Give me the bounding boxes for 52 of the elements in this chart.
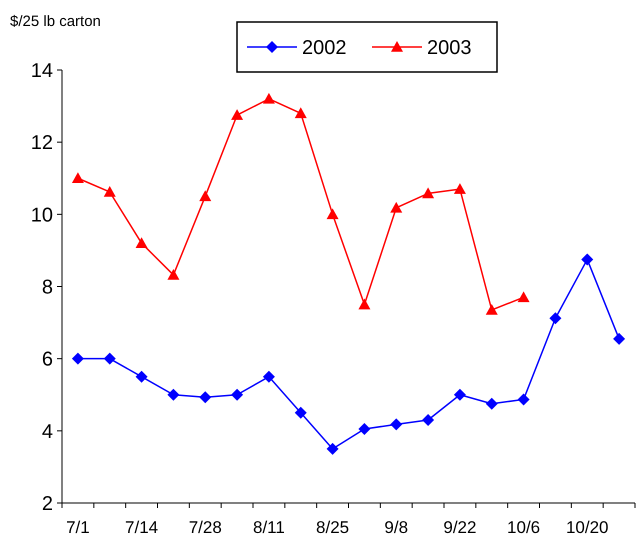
point	[454, 388, 466, 401]
y-tick-label: 10	[30, 204, 53, 226]
point	[231, 109, 244, 120]
point	[518, 291, 530, 302]
x-tick-label: 9/22	[443, 518, 476, 537]
point	[390, 418, 402, 430]
point	[262, 370, 275, 383]
point	[136, 237, 148, 248]
x-tick-label: 10/6	[507, 518, 540, 537]
point	[422, 187, 434, 198]
point	[199, 391, 212, 404]
point	[136, 370, 148, 383]
point	[231, 388, 244, 401]
point	[167, 388, 180, 401]
point	[390, 202, 402, 213]
point	[549, 312, 562, 324]
y-tick-label: 4	[42, 420, 53, 443]
x-tick-label: 8/25	[316, 518, 350, 537]
point	[326, 442, 339, 455]
point	[486, 304, 498, 315]
point	[454, 183, 466, 194]
y-tick-label: 12	[30, 132, 53, 154]
point	[294, 406, 307, 419]
x-tick-label: 8/11	[253, 518, 285, 537]
point	[262, 92, 275, 104]
point	[422, 414, 434, 426]
point	[358, 423, 370, 436]
x-tick-label: 7/1	[66, 518, 90, 537]
point	[72, 352, 84, 365]
point	[104, 352, 116, 365]
point	[104, 186, 116, 197]
point	[167, 268, 180, 280]
point	[326, 208, 339, 220]
point	[294, 107, 307, 118]
point	[358, 298, 370, 310]
y-tick-label: 2	[42, 493, 53, 515]
y-tick-label: 14	[30, 60, 53, 82]
x-tick-label: 7/14	[125, 518, 158, 537]
point	[581, 253, 594, 266]
y-tick-label: 6	[42, 348, 53, 371]
x-tick-label: 10/20	[566, 518, 609, 537]
legend-label: 2002	[302, 37, 346, 59]
point	[199, 190, 212, 202]
x-tick-label: 7/28	[188, 518, 222, 537]
point	[486, 398, 498, 410]
point	[72, 172, 84, 184]
x-tick-label: 9/8	[384, 518, 408, 537]
point	[613, 332, 626, 345]
y-axis-title: $/25 lb carton	[10, 13, 101, 30]
y-tick-label: 8	[42, 276, 53, 298]
legend-label: 2003	[427, 37, 472, 59]
point	[518, 393, 530, 406]
